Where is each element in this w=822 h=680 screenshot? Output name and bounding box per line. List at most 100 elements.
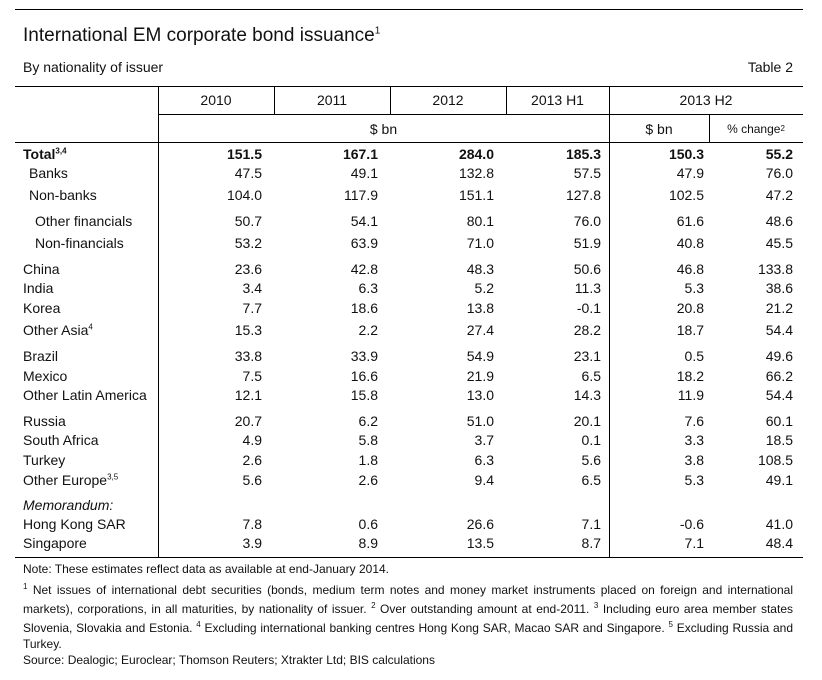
cell: 9.4 — [474, 472, 494, 488]
cell: 7.5 — [242, 368, 262, 384]
cell: 45.5 — [765, 235, 793, 251]
row-label: Russia — [23, 413, 66, 429]
cell: 48.4 — [765, 535, 793, 551]
table-row-brazil: Brazil 33.8 33.9 54.9 23.1 0.5 49.6 — [15, 348, 803, 368]
cell: 5.3 — [684, 280, 704, 296]
cell: 46.8 — [676, 261, 704, 277]
cell: 7.7 — [242, 300, 262, 316]
cell: 0.1 — [581, 432, 601, 448]
cell: 18.2 — [676, 368, 704, 384]
title-footnote-marker: 1 — [374, 25, 381, 37]
cell: 49.1 — [350, 165, 378, 181]
cell: 47.9 — [676, 165, 704, 181]
cell: 33.9 — [350, 348, 378, 364]
table-bottom-rule — [15, 557, 803, 558]
cell: 76.0 — [573, 213, 601, 229]
row-label: Total3,4 — [23, 146, 67, 162]
cell: 63.9 — [350, 235, 378, 251]
cell: 49.1 — [765, 472, 793, 488]
header-divider — [390, 86, 391, 114]
table-row-non-financials: Non-financials 53.2 63.9 71.0 51.9 40.8 … — [15, 235, 803, 255]
cell: 3.9 — [242, 535, 262, 551]
unit-pct-change-header: % change 2 — [709, 115, 803, 142]
table-row-turkey: Turkey 2.6 1.8 6.3 5.6 3.8 108.5 — [15, 452, 803, 472]
cell: 20.7 — [234, 413, 262, 429]
cell: 18.7 — [676, 322, 704, 338]
column-divider — [158, 143, 159, 557]
cell: 20.1 — [573, 413, 601, 429]
row-label: Other Asia4 — [23, 322, 93, 338]
cell: 47.5 — [234, 165, 262, 181]
pct-change-footnote-marker: 2 — [780, 124, 785, 133]
cell: 7.8 — [242, 516, 262, 532]
cell: 18.6 — [350, 300, 378, 316]
row-label: Turkey — [23, 452, 66, 468]
cell: 51.0 — [466, 413, 494, 429]
cell: 50.7 — [234, 213, 262, 229]
cell: 15.3 — [234, 322, 262, 338]
cell: 6.3 — [358, 280, 378, 296]
cell: 6.5 — [581, 472, 601, 488]
cell: 5.2 — [474, 280, 494, 296]
table-number: Table 2 — [747, 59, 793, 75]
row-label: Brazil — [23, 348, 59, 364]
cell: 3.4 — [242, 280, 262, 296]
table-row-non-banks: Non-banks 104.0 117.9 151.1 127.8 102.5 … — [15, 187, 803, 207]
table-row-south-africa: South Africa 4.9 5.8 3.7 0.1 3.3 18.5 — [15, 432, 803, 452]
cell: 16.6 — [350, 368, 378, 384]
row-label: Other Latin America — [23, 387, 147, 403]
row-label: Other Europe3,5 — [23, 472, 119, 488]
table-row-other-financials: Other financials 50.7 54.1 80.1 76.0 61.… — [15, 213, 803, 233]
table-row-india: India 3.4 6.3 5.2 11.3 5.3 38.6 — [15, 280, 803, 300]
cell: 54.9 — [466, 348, 494, 364]
cell: 7.1 — [684, 535, 704, 551]
cell: 28.2 — [573, 322, 601, 338]
table-row-total: Total3,4 151.5 167.1 284.0 185.3 150.3 5… — [15, 146, 803, 166]
cell: -0.1 — [576, 300, 601, 316]
cell: 66.2 — [765, 368, 793, 384]
title-text: International EM corporate bond issuance — [23, 25, 375, 46]
cell: 127.8 — [565, 187, 601, 203]
row-label: South Africa — [23, 432, 99, 448]
table-row-singapore: Singapore 3.9 8.9 13.5 8.7 7.1 48.4 — [15, 535, 803, 555]
header-divider — [274, 86, 275, 114]
column-header-2013-h1: 2013 H1 — [531, 92, 584, 108]
row-label: Non-financials — [35, 235, 124, 251]
cell: 3.3 — [684, 432, 704, 448]
column-header-2011: 2011 — [316, 92, 348, 108]
cell: 71.0 — [466, 235, 494, 251]
table-row-other-europe: Other Europe3,5 5.6 2.6 9.4 6.5 5.3 49.1 — [15, 472, 803, 492]
header-top-rule — [15, 86, 803, 87]
cell: 6.5 — [581, 368, 601, 384]
cell: 57.5 — [573, 165, 601, 181]
table-row-banks: Banks 47.5 49.1 132.8 57.5 47.9 76.0 — [15, 165, 803, 185]
cell: 47.2 — [765, 187, 793, 203]
memorandum-label: Memorandum: — [23, 497, 114, 513]
cell: 23.6 — [234, 261, 262, 277]
row-label: Singapore — [23, 535, 87, 551]
column-header-2012: 2012 — [432, 92, 464, 108]
cell: 8.9 — [358, 535, 378, 551]
cell: 284.0 — [458, 146, 494, 162]
cell: 5.6 — [242, 472, 262, 488]
cell: 2.6 — [242, 452, 262, 468]
source-line: Source: Dealogic; Euroclear; Thomson Reu… — [23, 653, 435, 667]
cell: 40.8 — [676, 235, 704, 251]
cell: 27.4 — [466, 322, 494, 338]
table-row-korea: Korea 7.7 18.6 13.8 -0.1 20.8 21.2 — [15, 300, 803, 320]
cell: 108.5 — [757, 452, 793, 468]
cell: 13.0 — [466, 387, 494, 403]
cell: 1.8 — [358, 452, 378, 468]
cell: 3.8 — [684, 452, 704, 468]
cell: 5.3 — [684, 472, 704, 488]
row-label: Non-banks — [29, 187, 97, 203]
cell: 26.6 — [466, 516, 494, 532]
unit-bn-header: $ bn — [369, 120, 398, 137]
table-row-russia: Russia 20.7 6.2 51.0 20.1 7.6 60.1 — [15, 413, 803, 433]
table-row-mexico: Mexico 7.5 16.6 21.9 6.5 18.2 66.2 — [15, 368, 803, 388]
cell: 7.6 — [684, 413, 704, 429]
header-divider — [709, 114, 710, 143]
cell: 3.7 — [474, 432, 494, 448]
cell: 13.8 — [466, 300, 494, 316]
row-label: Mexico — [23, 368, 68, 384]
